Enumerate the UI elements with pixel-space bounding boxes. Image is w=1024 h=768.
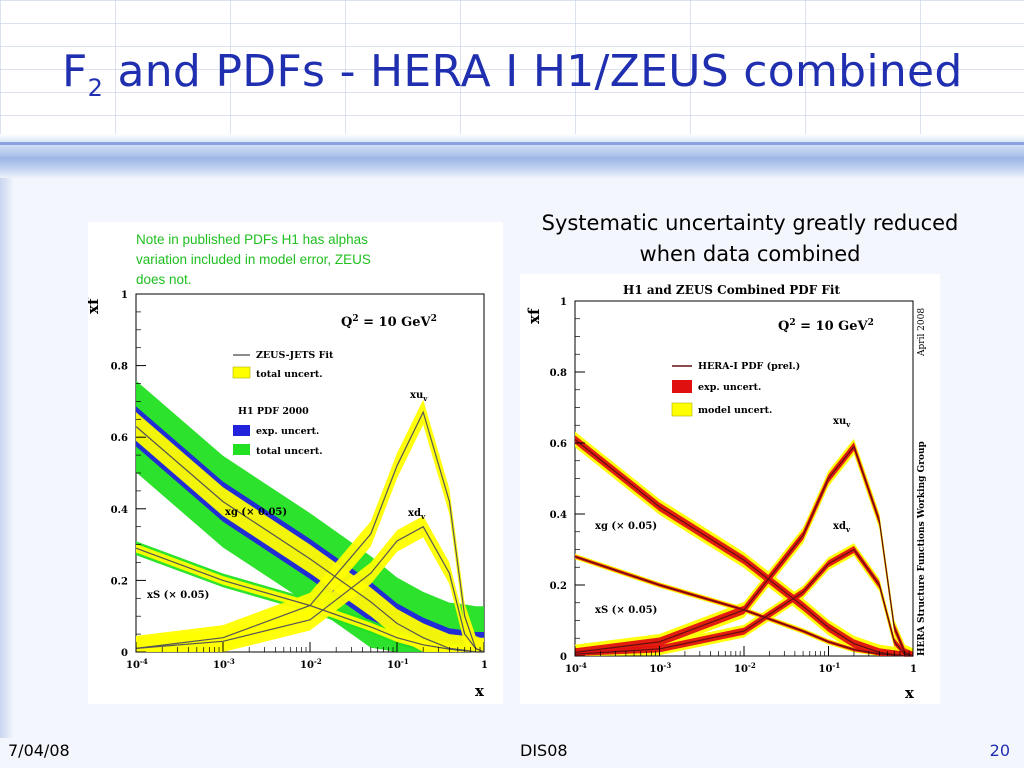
right-band-1-1 — [575, 546, 913, 656]
right-label-xg: xg (× 0.05) — [595, 521, 657, 532]
left-chart: Note in published PDFs H1 has alphas var… — [88, 222, 503, 704]
left-bands — [136, 380, 484, 652]
header-grid — [0, 0, 1024, 134]
right-chart: H1 and ZEUS Combined PDF Fit 10-4 10-3 10-… — [520, 274, 940, 704]
left-legend-label-4: total uncert. — [256, 446, 323, 457]
right-ylabel: xf — [525, 307, 543, 324]
left-q2-annotation: Q2 = 10 GeV2 — [341, 314, 437, 330]
left-stripe — [0, 178, 14, 738]
left-band-3-1 — [136, 516, 484, 652]
right-series-line-0 — [574, 445, 914, 657]
left-legend-swatch-zeus-total — [232, 366, 251, 379]
left-legend-label-3: exp. uncert. — [256, 426, 319, 437]
left-legend: ZEUS-JETS Fit total uncert. H1 PDF 2000 … — [232, 350, 334, 457]
right-legend-label-1: exp. uncert. — [698, 382, 761, 393]
caption-line-1: Systematic uncertainty greatly reduced — [541, 211, 959, 235]
right-legend-label-2: model uncert. — [698, 405, 772, 416]
left-ytick-label-4: 0.8 — [111, 362, 128, 373]
left-ytick-label-2: 0.4 — [111, 505, 128, 516]
right-legend: HERA-I PDF (prel.) exp. uncert. model un… — [671, 361, 800, 417]
right-ytick-label-4: 0.8 — [550, 368, 567, 379]
left-legend-label-2: H1 PDF 2000 — [238, 406, 309, 417]
caption-line-2: when data combined — [639, 242, 861, 266]
right-lines — [574, 439, 914, 657]
right-curve-labels: xuv xdv xg (× 0.05) xS (× 0.05) — [595, 416, 851, 616]
left-note-line-3: does not. — [136, 272, 192, 287]
left-legend-swatch-h1-total — [233, 444, 250, 455]
right-ytick-label-5: 1 — [560, 297, 567, 308]
left-ytick-label-5: 1 — [121, 290, 128, 301]
right-chart-title: H1 and ZEUS Combined PDF Fit — [623, 283, 840, 297]
right-ytick-label-3: 0.6 — [550, 439, 567, 450]
left-band-3-0 — [136, 399, 484, 652]
left-ylabel: xf — [88, 297, 102, 314]
right-side-label-date: April 2008 — [917, 308, 927, 357]
left-note-line-2: variation included in model error, ZEUS — [136, 252, 371, 267]
right-q2-annotation: Q2 = 10 GeV2 — [778, 318, 874, 334]
left-series-line-0 — [135, 410, 485, 653]
right-legend-swatch-model — [671, 402, 693, 417]
slide-title: F2 and PDFs - HERA I H1/ZEUS combined — [62, 46, 963, 102]
left-label-xs: xS (× 0.05) — [147, 590, 209, 601]
left-note-line-1: Note in published PDFs H1 has alphas — [136, 232, 368, 247]
left-label-xuv: xuv — [410, 390, 428, 403]
left-series-line-1 — [135, 525, 485, 653]
right-legend-swatch-exp — [672, 380, 692, 393]
right-label-xdv: xdv — [833, 521, 851, 534]
left-ytick-label-0: 0 — [121, 648, 128, 659]
right-label-xs: xS (× 0.05) — [595, 605, 657, 616]
page-number: 20 — [989, 741, 1010, 760]
right-series-line-1 — [574, 548, 914, 657]
left-label-xg: xg (× 0.05) — [225, 507, 287, 518]
left-lines — [135, 410, 485, 653]
left-ytick-label-1: 0.2 — [111, 576, 128, 587]
right-bands — [575, 431, 913, 656]
left-legend-swatch-h1-exp — [233, 425, 250, 436]
left-legend-label-0: ZEUS-JETS Fit — [256, 350, 334, 361]
right-ytick-label-0: 0 — [560, 652, 567, 663]
right-legend-label-0: HERA-I PDF (prel.) — [698, 361, 800, 372]
left-legend-label-1: total uncert. — [256, 369, 323, 380]
left-ytick-label-3: 0.6 — [111, 433, 128, 444]
caption: Systematic uncertainty greatly reduced w… — [505, 208, 995, 270]
left-series-line-3 — [135, 547, 484, 653]
right-series-line-3 — [574, 556, 913, 657]
header-band — [0, 134, 1024, 178]
footer-date: 7/04/08 — [8, 741, 70, 760]
left-label-xdv: xdv — [408, 508, 426, 521]
footer-conference: DIS08 — [520, 741, 568, 760]
right-band-1-0 — [575, 442, 913, 656]
right-label-xuv: xuv — [833, 416, 851, 429]
left-curve-labels: xuv xdv xg (× 0.05) xS (× 0.05) — [147, 390, 428, 601]
right-side-label-group: HERA Structure Functions Working Group — [917, 441, 927, 656]
left-band-0-0 — [136, 380, 484, 652]
left-xtick-label-4: 1 — [481, 660, 488, 671]
left-xlabel: x — [475, 682, 485, 700]
right-ytick-label-1: 0.2 — [550, 581, 567, 592]
header-band-line — [0, 142, 1024, 145]
right-axes: 10-4 10-3 10-2 10-1 100.20.40.60.81 — [550, 297, 917, 675]
right-xlabel: x — [905, 684, 915, 702]
right-xtick-label-4: 1 — [910, 664, 917, 675]
right-ytick-label-2: 0.4 — [550, 510, 567, 521]
